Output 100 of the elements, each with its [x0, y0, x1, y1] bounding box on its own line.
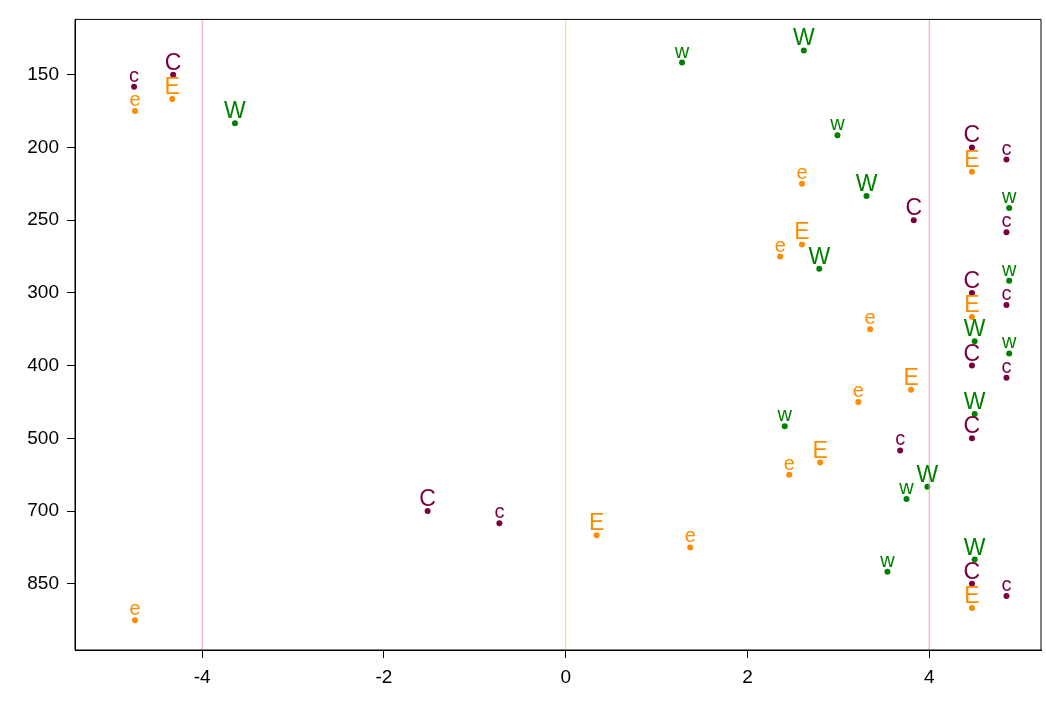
point: [968, 605, 975, 612]
text: E: [964, 582, 980, 609]
point: [1006, 350, 1013, 357]
y-tick-label: 400: [27, 353, 59, 375]
point: [863, 192, 870, 199]
point: [834, 132, 841, 139]
text: c: [494, 500, 505, 523]
point: [968, 362, 975, 369]
text: w: [674, 39, 690, 62]
text: c: [1001, 572, 1012, 595]
point: [687, 544, 694, 551]
x-tick-label: 4: [923, 665, 935, 687]
point: [816, 265, 823, 272]
x-tick-label: -2: [375, 665, 393, 687]
text: W: [855, 169, 878, 196]
text: w: [1001, 185, 1017, 208]
point: [968, 168, 975, 175]
point: [800, 47, 807, 54]
x-tick-label: -4: [193, 665, 212, 687]
text: e: [684, 524, 696, 547]
point: [781, 423, 788, 430]
point: [910, 217, 917, 224]
text: c: [895, 427, 906, 450]
text: W: [792, 24, 815, 51]
text: e: [864, 306, 876, 329]
point: [1006, 277, 1013, 284]
point: [424, 508, 431, 515]
text: C: [419, 485, 436, 512]
series-label: C: [963, 121, 981, 148]
point: [131, 617, 138, 624]
text: c: [1001, 136, 1012, 159]
text: c: [1001, 282, 1012, 304]
y-tick-label: 850: [27, 572, 59, 594]
point: [968, 435, 975, 442]
text: W: [963, 388, 986, 415]
text: C: [164, 48, 182, 75]
text: E: [903, 363, 919, 390]
text: w: [1001, 257, 1017, 280]
text: w: [1001, 330, 1017, 353]
text: E: [164, 72, 180, 99]
text: w: [880, 548, 895, 571]
text: e: [852, 378, 864, 401]
y-tick-label: 700: [27, 499, 59, 521]
text: W: [963, 533, 986, 560]
text: C: [963, 412, 981, 439]
point: [908, 386, 915, 393]
series-label: E: [964, 145, 980, 172]
point: [867, 326, 874, 333]
text: C: [905, 194, 923, 221]
series-label: W: [808, 242, 831, 269]
point: [777, 253, 784, 260]
text: w: [830, 112, 845, 135]
point: [1003, 302, 1010, 308]
point: [1003, 156, 1010, 163]
text: W: [916, 460, 939, 487]
series-label: w: [898, 475, 915, 498]
point: [131, 108, 138, 115]
point: [855, 398, 862, 405]
text: W: [224, 97, 246, 124]
text: C: [963, 339, 981, 366]
point: [1003, 229, 1010, 236]
point: [1003, 592, 1010, 599]
point: [593, 532, 600, 539]
text: E: [812, 436, 828, 463]
text: w: [777, 403, 792, 426]
text: e: [129, 597, 141, 620]
point: [884, 568, 891, 575]
point: [131, 83, 138, 90]
text: E: [588, 509, 605, 536]
x-tick-label: 2: [742, 665, 753, 687]
text: e: [774, 233, 786, 256]
point: [897, 447, 904, 454]
text: W: [963, 315, 986, 342]
point: [169, 95, 176, 102]
y-tick-label: 200: [27, 135, 59, 157]
point: [903, 495, 910, 502]
text: e: [129, 88, 141, 111]
y-tick-label: 300: [27, 281, 59, 303]
text: c: [1001, 354, 1012, 377]
text: C: [963, 557, 981, 584]
point: [799, 241, 805, 248]
x-tick-label: 0: [560, 665, 572, 687]
text: e: [783, 451, 795, 474]
y-tick-label: 150: [27, 62, 59, 84]
point: [1006, 205, 1013, 212]
text: c: [129, 63, 140, 86]
point: [1003, 374, 1010, 381]
series-label: e: [796, 160, 808, 183]
point: [231, 120, 238, 127]
text: C: [963, 266, 981, 293]
text: E: [964, 291, 980, 318]
y-tick-label: 500: [27, 426, 59, 448]
point: [679, 59, 686, 66]
point: [786, 471, 793, 478]
series-label: c: [1001, 209, 1012, 232]
point: [799, 180, 805, 187]
point: [817, 459, 824, 466]
text: E: [794, 218, 810, 245]
y-tick-label: 250: [27, 208, 59, 230]
point: [496, 520, 503, 527]
